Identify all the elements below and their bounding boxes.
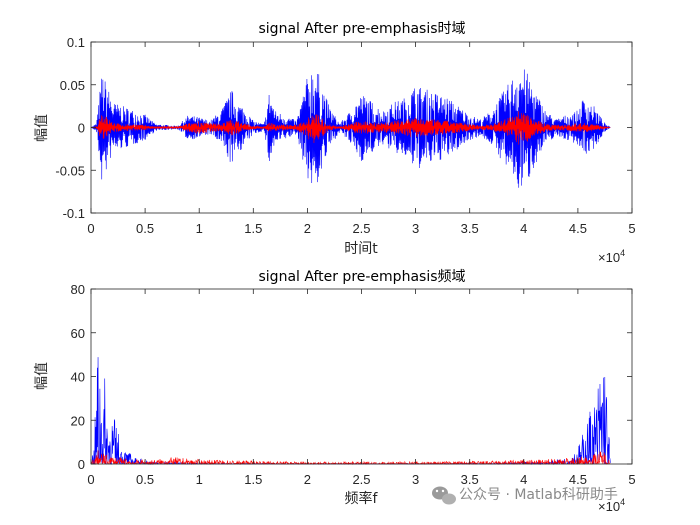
time-x-tick-label: 0 [87,221,94,236]
time-x-tick-label: 5 [628,221,635,236]
freq-x-tick-label: 0.5 [136,472,154,487]
freq-x-tick-label: 4.5 [569,472,587,487]
freq-y-tick-label: 80 [71,282,85,297]
freq-y-tick-label: 60 [71,326,85,341]
time-series-red-line [90,111,611,145]
freq-x-tick-label: 2.5 [352,472,370,487]
time-x-tick-label: 2.5 [352,221,370,236]
time-x-tick-label: 1 [196,221,203,236]
freq-x-ticks: 0 0.5 1 1.5 2 2.5 3 3.5 4 4.5 5 [87,289,636,487]
freq-x-tick-label: 0 [87,472,94,487]
time-x-multiplier-base: ×10 [598,250,620,265]
wechat-icon [432,486,456,505]
time-y-tick-label: 0.1 [67,35,85,50]
freq-plot-area [91,289,632,464]
freq-y-tick-label: 40 [71,370,85,385]
time-y-label: 幅值 [34,114,50,142]
freq-y-tick-label: 20 [71,413,85,428]
watermark-text: 公众号 · Matlab科研助手 [459,487,618,503]
frequency-domain-subplot: signal After pre-emphasis频域 0 0.5 1 1.5 2 2.5… [34,269,636,514]
time-x-tick-label: 4.5 [569,221,587,236]
freq-y-ticks: 0 20 40 60 80 [71,282,632,472]
watermark: 公众号 · Matlab科研助手 [432,486,618,505]
freq-x-tick-label: 5 [628,472,635,487]
time-y-tick-label: 0.05 [60,78,85,93]
freq-x-tick-label: 1 [196,472,203,487]
time-x-ticks: 0 0.5 1 1.5 2 2.5 3 3.5 4 4.5 5 [87,42,636,236]
freq-x-tick-label: 3.5 [461,472,479,487]
time-x-tick-label: 4 [520,221,527,236]
time-x-multiplier-exponent: 4 [620,248,625,258]
time-domain-subplot: signal After pre-emphasis时域 0 0.5 1 1.5 2 2.5… [34,21,636,265]
time-x-multiplier: ×104 [598,248,625,265]
freq-x-tick-label: 3 [412,472,419,487]
freq-chart-title: signal After pre-emphasis频域 [259,269,466,285]
time-x-tick-label: 3 [412,221,419,236]
time-y-ticks: -0.1 -0.05 0 0.05 0.1 [55,35,632,221]
time-y-tick-label: -0.1 [63,206,85,221]
time-x-tick-label: 3.5 [461,221,479,236]
time-x-tick-label: 0.5 [136,221,154,236]
freq-y-label: 幅值 [34,362,50,390]
time-chart-title: signal After pre-emphasis时域 [259,21,466,37]
time-x-tick-label: 1.5 [244,221,262,236]
freq-x-tick-label: 4 [520,472,527,487]
time-y-tick-label: -0.05 [55,163,85,178]
freq-y-tick-label: 0 [78,457,85,472]
freq-x-multiplier-exponent: 4 [620,497,625,507]
time-x-label: 时间t [344,241,378,257]
freq-x-multiplier-base: ×10 [598,499,620,514]
time-x-tick-label: 2 [304,221,311,236]
time-y-tick-label: 0 [78,121,85,136]
freq-x-tick-label: 2 [304,472,311,487]
freq-x-tick-label: 1.5 [244,472,262,487]
freq-x-label: 频率f [345,490,379,507]
freq-x-multiplier: ×104 [598,497,625,514]
time-series-group [90,69,611,188]
